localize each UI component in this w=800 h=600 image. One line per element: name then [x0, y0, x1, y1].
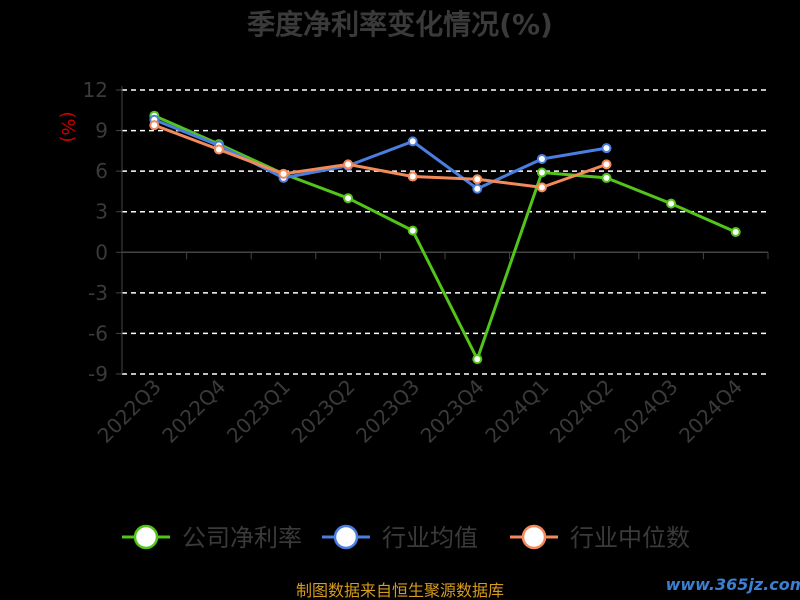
axes	[121, 86, 769, 374]
series-line	[153, 118, 607, 191]
x-tick-label: 2023Q2	[287, 375, 360, 448]
y-tick-label: -6	[88, 321, 108, 345]
legend-label: 公司净利率	[182, 524, 302, 552]
x-tick-label: 2023Q3	[351, 375, 424, 448]
x-tick-label: 2023Q4	[416, 375, 489, 448]
y-tick-label: 9	[95, 119, 108, 143]
legend-swatch-marker	[133, 524, 159, 550]
data-point	[472, 174, 483, 185]
data-point	[666, 198, 677, 209]
x-tick-label: 2024Q4	[674, 375, 747, 448]
data-point	[601, 172, 612, 183]
y-tick-label: 3	[95, 200, 108, 224]
x-tick-label: 2023Q1	[222, 375, 295, 448]
legend-swatch-marker	[521, 524, 547, 550]
data-point	[213, 144, 224, 155]
x-tick-label: 2022Q4	[157, 375, 230, 448]
y-tick-label: -9	[88, 362, 108, 386]
y-tick-label: 0	[95, 240, 108, 264]
series-lines	[149, 110, 741, 365]
legend-item: 行业均值	[322, 524, 478, 552]
data-point	[601, 159, 612, 170]
legend-item: 行业中位数	[510, 524, 690, 552]
data-point	[407, 225, 418, 236]
data-point	[407, 171, 418, 182]
legend-label: 行业中位数	[570, 524, 690, 552]
series-line	[153, 114, 737, 361]
x-tick-label: 2024Q1	[480, 375, 553, 448]
y-tick-label: -3	[88, 281, 108, 305]
x-tick-label: 2024Q2	[545, 375, 618, 448]
series-line	[153, 123, 608, 189]
source-note: 制图数据来自恒生聚源数据库	[296, 581, 504, 600]
chart-title: 季度净利率变化情况(%)	[247, 8, 553, 41]
y-tick-labels: 12 9 6 3 0 -3 -6 -9	[83, 78, 108, 386]
watermark: www.365jz.com	[666, 575, 800, 594]
data-point	[343, 193, 354, 204]
x-tick-label: 2024Q3	[610, 375, 683, 448]
legend-item: 公司净利率	[122, 524, 302, 552]
y-tick-label: 6	[95, 159, 108, 183]
data-point	[472, 183, 483, 194]
legend: 公司净利率 行业均值 行业中位数	[122, 524, 690, 552]
data-point	[407, 136, 418, 147]
series-0	[149, 110, 741, 365]
x-tick-labels: 2022Q32022Q42023Q12023Q22023Q32023Q42024…	[93, 375, 747, 448]
series-2	[149, 120, 612, 193]
data-point	[730, 227, 741, 237]
data-point	[343, 159, 354, 170]
y-axis-unit: (%)	[57, 111, 78, 142]
legend-label: 行业均值	[382, 524, 478, 552]
data-point	[601, 143, 612, 154]
data-point	[149, 120, 160, 131]
legend-swatch-marker	[333, 524, 359, 550]
data-point	[536, 182, 547, 193]
y-tick-label: 12	[83, 78, 108, 102]
data-point	[536, 153, 547, 164]
data-point	[472, 354, 483, 365]
gridlines	[116, 89, 768, 375]
data-point	[278, 168, 289, 179]
data-point	[536, 167, 547, 178]
